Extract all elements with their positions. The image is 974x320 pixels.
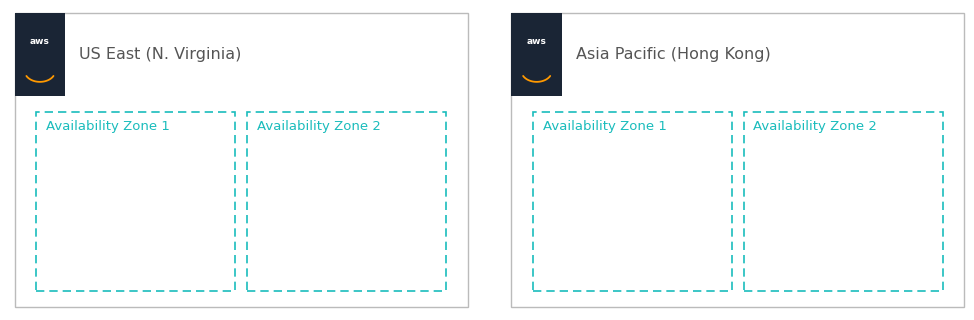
Text: aws: aws [527, 37, 546, 46]
Text: Asia Pacific (Hong Kong): Asia Pacific (Hong Kong) [576, 47, 770, 62]
Text: US East (N. Virginia): US East (N. Virginia) [79, 47, 242, 62]
Bar [247, 112, 446, 291]
FancyBboxPatch shape [15, 13, 65, 96]
Text: Availability Zone 1: Availability Zone 1 [46, 120, 169, 133]
Text: Availability Zone 1: Availability Zone 1 [543, 120, 666, 133]
FancyBboxPatch shape [511, 13, 964, 307]
FancyBboxPatch shape [511, 13, 562, 96]
Text: Availability Zone 2: Availability Zone 2 [257, 120, 381, 133]
Text: aws: aws [30, 37, 50, 46]
FancyBboxPatch shape [15, 13, 468, 307]
Bar [533, 112, 732, 291]
Bar [744, 112, 943, 291]
Bar [36, 112, 236, 291]
Text: Availability Zone 2: Availability Zone 2 [754, 120, 878, 133]
